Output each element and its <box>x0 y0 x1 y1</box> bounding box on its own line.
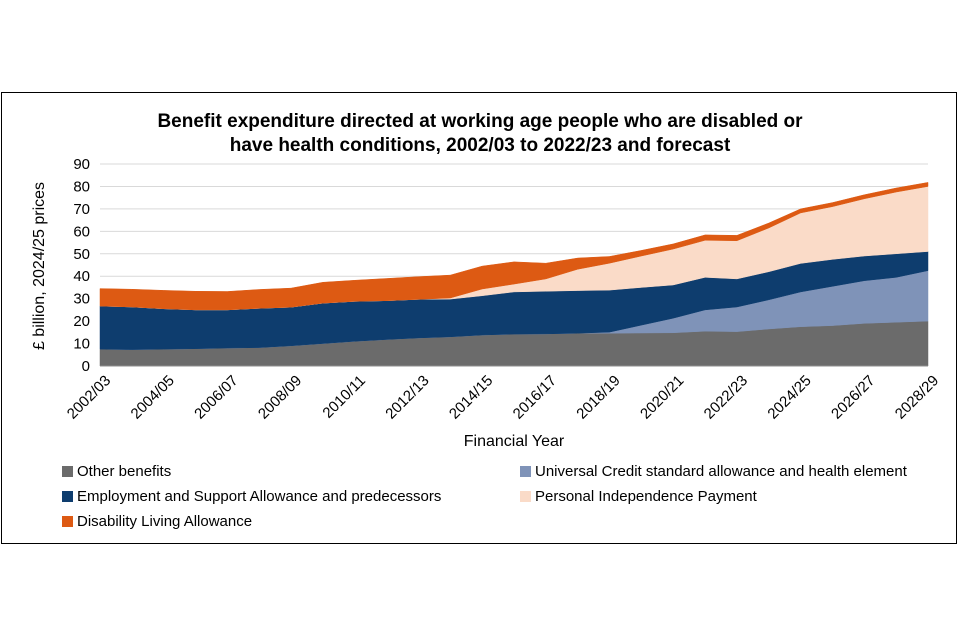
legend-swatch-other-benefits <box>62 466 73 477</box>
y-tick-label: 40 <box>73 268 90 285</box>
x-tick-label: 2012/13 <box>382 372 432 422</box>
stacked-areas <box>99 182 929 367</box>
x-tick-label: 2024/25 <box>764 372 814 422</box>
x-tick-label: 2008/09 <box>255 372 305 422</box>
x-tick-label: 2006/07 <box>191 372 241 422</box>
x-axis-label: Financial Year <box>464 433 565 450</box>
y-tick-label: 20 <box>73 313 90 330</box>
legend-item-pip: Personal Independence Payment <box>520 488 757 505</box>
x-tick-labels: 2002/03 2004/05 2006/07 2008/09 2010/11 2012/… <box>64 372 942 422</box>
area-series-4 <box>99 182 929 311</box>
x-tick-label: 2014/15 <box>446 372 496 422</box>
y-tick-label: 10 <box>73 336 90 353</box>
legend-label: Personal Independence Payment <box>535 488 757 505</box>
y-tick-label: 30 <box>73 291 90 308</box>
y-tick-label: 70 <box>73 201 90 218</box>
y-tick-label: 90 <box>73 156 90 173</box>
y-tick-label: 60 <box>73 223 90 240</box>
legend-item-esa: Employment and Support Allowance and pre… <box>62 488 441 505</box>
y-tick-labels: 0 10 20 30 40 50 60 70 80 90 <box>73 156 90 375</box>
legend-label: Employment and Support Allowance and pre… <box>77 488 442 505</box>
x-tick-label: 2002/03 <box>64 372 114 422</box>
x-tick-label: 2010/11 <box>319 372 369 422</box>
x-tick-label: 2022/23 <box>701 372 751 422</box>
x-tick-label: 2018/19 <box>573 372 623 422</box>
x-tick-label: 2020/21 <box>637 372 687 422</box>
y-axis-label: £ billion, 2024/25 prices <box>31 182 48 350</box>
x-tick-label: 2028/29 <box>892 372 942 422</box>
legend-item-dla: Disability Living Allowance <box>62 513 252 530</box>
legend-swatch-pip <box>520 491 531 502</box>
y-tick-label: 50 <box>73 246 90 263</box>
chart-title: Benefit expenditure directed at working … <box>60 110 900 158</box>
legend-label: Universal Credit standard allowance and … <box>535 463 907 480</box>
legend-swatch-dla <box>62 516 73 527</box>
y-tick-label: 80 <box>73 178 90 195</box>
legend-swatch-universal-credit <box>520 466 531 477</box>
legend-item-other-benefits: Other benefits <box>62 463 171 480</box>
chart-title-line-1: Benefit expenditure directed at working … <box>157 111 803 132</box>
legend-label: Other benefits <box>77 463 172 480</box>
legend-swatch-esa <box>62 491 73 502</box>
y-tick-label: 0 <box>82 358 90 375</box>
legend-label: Disability Living Allowance <box>77 513 253 530</box>
legend-item-universal-credit: Universal Credit standard allowance and … <box>520 463 907 480</box>
chart-title-line-2: have health conditions, 2002/03 to 2022/… <box>229 135 731 156</box>
x-tick-label: 2004/05 <box>128 372 178 422</box>
x-tick-label: 2026/27 <box>828 372 878 422</box>
x-tick-label: 2016/17 <box>510 372 560 422</box>
